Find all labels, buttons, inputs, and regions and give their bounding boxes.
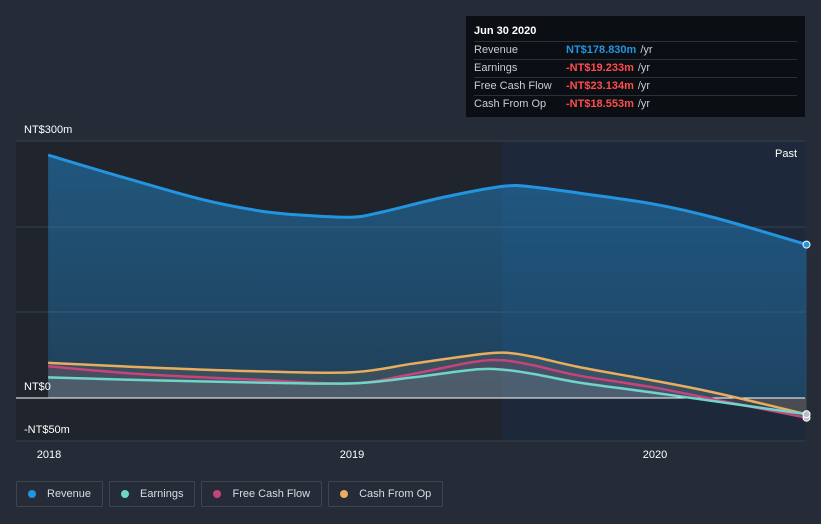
x-tick-2019: 2019 [340, 449, 364, 461]
data-tooltip: Jun 30 2020 Revenue NT$178.830m /yr Earn… [466, 16, 805, 117]
chart-legend: Revenue Earnings Free Cash Flow Cash Fro… [16, 481, 449, 507]
legend-dot-icon [121, 490, 130, 498]
tooltip-label: Cash From Op [474, 98, 547, 110]
legend-dot-icon [340, 490, 349, 498]
fcf-line [47, 358, 807, 419]
y-label-zero: NT$0 [24, 381, 51, 393]
legend-item-revenue[interactable]: Revenue [16, 481, 104, 507]
tooltip-row-earnings: Earnings -NT$19.233m /yr [474, 59, 797, 77]
legend-dot-icon [28, 490, 36, 498]
legend-item-cash-from-op[interactable]: Cash From Op [328, 481, 444, 507]
revenue-line [47, 153, 807, 247]
tooltip-value: -NT$19.233m [566, 62, 634, 74]
x-tick-2018: 2018 [37, 449, 61, 461]
y-label-bottom: -NT$50m [24, 424, 70, 436]
tooltip-value: NT$178.830m [566, 44, 637, 56]
revenue-end-point[interactable] [802, 240, 811, 249]
legend-item-free-cash-flow[interactable]: Free Cash Flow [201, 481, 323, 507]
earnings-area [48, 368, 807, 415]
tooltip-unit: /yr [637, 80, 651, 92]
legend-label: Cash From Op [359, 488, 432, 500]
tooltip-unit: /yr [637, 98, 651, 110]
tooltip-unit: /yr [637, 62, 651, 74]
tooltip-label: Earnings [474, 62, 518, 74]
past-label: Past [775, 148, 797, 160]
legend-label: Earnings [140, 488, 184, 500]
tooltip-row-cash-from-op: Cash From Op -NT$18.553m /yr [474, 95, 797, 113]
fcf-area [48, 359, 807, 418]
legend-dot-icon [213, 490, 222, 498]
tooltip-row-revenue: Revenue NT$178.830m /yr [474, 41, 797, 59]
legend-label: Free Cash Flow [232, 488, 311, 500]
earnings-line [48, 367, 807, 416]
tooltip-row-free-cash-flow: Free Cash Flow -NT$23.134m /yr [474, 77, 797, 95]
x-tick-2020: 2020 [643, 449, 667, 461]
revenue-area [48, 155, 807, 398]
legend-item-earnings[interactable]: Earnings [109, 481, 196, 507]
earnings-end-point[interactable] [802, 410, 811, 419]
tooltip-label: Revenue [474, 44, 519, 56]
cfo-area [48, 352, 807, 415]
tooltip-label: Free Cash Flow [474, 80, 552, 92]
legend-label: Revenue [47, 488, 92, 500]
y-label-top: NT$300m [24, 124, 72, 136]
cfo-line [48, 351, 807, 416]
tooltip-value: -NT$18.553m [566, 98, 634, 110]
tooltip-date: Jun 30 2020 [474, 25, 537, 37]
tooltip-value: -NT$23.134m [566, 80, 634, 92]
tooltip-unit: /yr [640, 44, 653, 56]
